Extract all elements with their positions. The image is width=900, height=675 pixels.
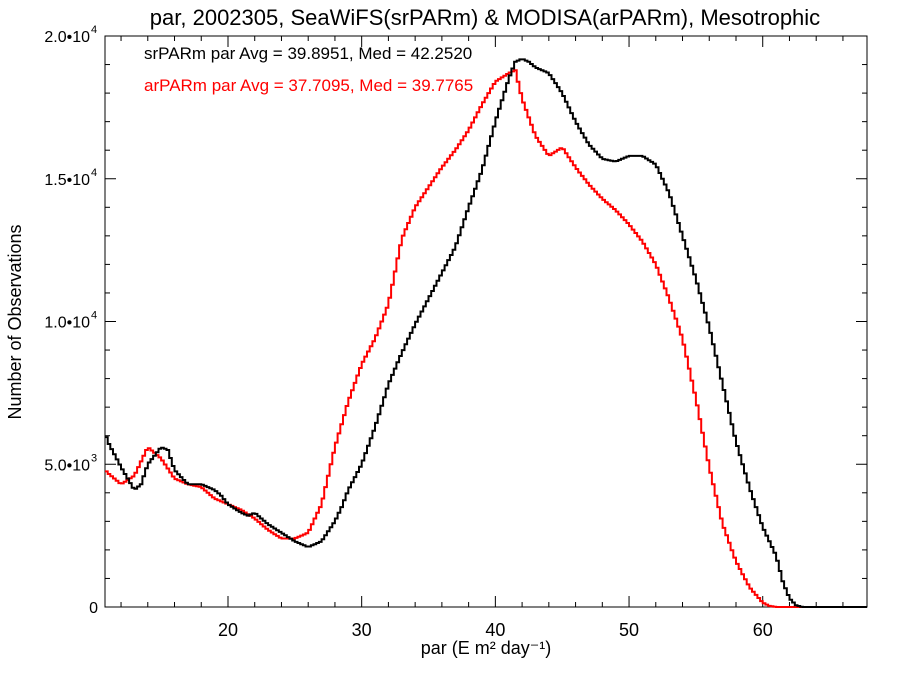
y-axis-ticks: 05.0•10 31.0•10 41.5•10 42.0•10 4 (44, 24, 867, 617)
y-tick-label: 1.5•10 (44, 172, 90, 189)
legend-entry-arparm: arPARm par Avg = 37.7095, Med = 39.7765 (144, 76, 473, 95)
x-tick-label: 50 (619, 620, 639, 640)
y-tick-label: 1.0•10 (44, 315, 90, 332)
series-line-srparm (105, 58, 867, 608)
x-tick-label: 30 (352, 620, 372, 640)
plot-frame (104, 35, 868, 608)
x-tick-label: 40 (485, 620, 505, 640)
y-tick-exponent: 4 (91, 24, 97, 36)
x-tick-label: 60 (753, 620, 773, 640)
y-tick-exponent: 4 (91, 310, 97, 322)
y-tick-label: 0 (89, 600, 98, 617)
legend-entry-srparm: srPARm par Avg = 39.8951, Med = 42.2520 (144, 44, 472, 63)
y-axis-label: Number of Observations (5, 224, 25, 419)
y-tick-exponent: 4 (91, 167, 97, 179)
y-tick-label: 2.0•10 (44, 29, 90, 46)
x-axis-label: par (E m² day⁻¹) (421, 638, 552, 658)
y-tick-exponent: 3 (91, 452, 97, 464)
x-tick-label: 20 (218, 620, 238, 640)
y-tick-label: 5.0•10 (44, 457, 90, 474)
chart-title: par, 2002305, SeaWiFS(srPARm) & MODISA(a… (150, 5, 820, 30)
x-axis-ticks: 20 30 40 50 60 (120, 36, 844, 640)
series-line-arparm (105, 69, 867, 608)
series-layer (105, 58, 867, 608)
